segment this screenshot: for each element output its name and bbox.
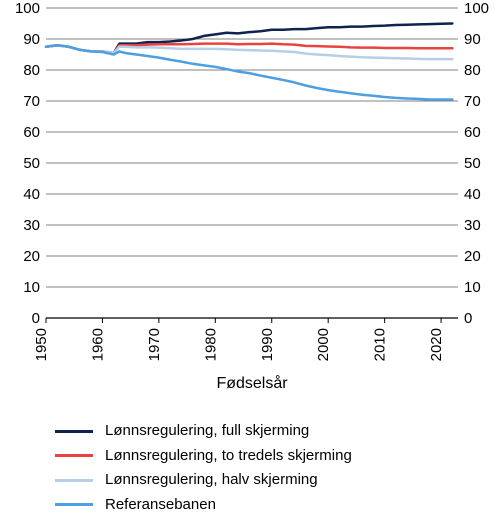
legend-swatch xyxy=(55,479,93,482)
x-tick: 1980 xyxy=(202,328,219,361)
y-tick-right: 10 xyxy=(464,279,481,296)
x-axis-label: Fødselsår xyxy=(216,374,288,392)
y-tick-left: 10 xyxy=(23,279,40,296)
y-tick-left: 50 xyxy=(23,155,40,172)
y-tick-right: 30 xyxy=(464,217,481,234)
y-tick-left: 80 xyxy=(23,62,40,79)
legend: Lønnsregulering, full skjerming Lønnsreg… xyxy=(55,420,352,518)
legend-swatch xyxy=(55,454,93,457)
legend-label: Lønnsregulering, halv skjerming xyxy=(105,469,318,492)
legend-label: Lønnsregulering, full skjerming xyxy=(105,420,309,443)
y-tick-right: 60 xyxy=(464,124,481,141)
y-tick-left: 60 xyxy=(23,124,40,141)
series-line xyxy=(46,45,452,99)
chart-svg: 0010102020303040405050606070708080909010… xyxy=(0,0,500,410)
x-tick: 2020 xyxy=(428,328,445,361)
y-tick-left: 100 xyxy=(15,0,40,17)
y-tick-right: 20 xyxy=(464,248,481,265)
x-tick: 1960 xyxy=(89,328,106,361)
y-tick-left: 40 xyxy=(23,186,40,203)
x-tick: 1970 xyxy=(146,328,163,361)
y-tick-left: 30 xyxy=(23,217,40,234)
y-tick-right: 80 xyxy=(464,62,481,79)
y-tick-left: 90 xyxy=(23,31,40,48)
legend-item: Lønnsregulering, full skjerming xyxy=(55,420,352,443)
y-tick-right: 100 xyxy=(464,0,489,17)
legend-swatch xyxy=(55,503,93,506)
legend-label: Lønnsregulering, to tredels skjerming xyxy=(105,445,352,468)
x-tick: 2000 xyxy=(315,328,332,361)
y-tick-left: 20 xyxy=(23,248,40,265)
x-tick: 1950 xyxy=(33,328,50,361)
y-tick-left: 0 xyxy=(32,310,40,327)
y-tick-right: 40 xyxy=(464,186,481,203)
line-chart: 0010102020303040405050606070708080909010… xyxy=(0,0,500,518)
legend-label: Referansebanen xyxy=(105,494,216,517)
y-tick-right: 90 xyxy=(464,31,481,48)
x-tick: 1990 xyxy=(259,328,276,361)
y-tick-right: 0 xyxy=(464,310,472,327)
legend-item: Lønnsregulering, halv skjerming xyxy=(55,469,352,492)
x-tick: 2010 xyxy=(372,328,389,361)
y-tick-right: 70 xyxy=(464,93,481,110)
y-tick-right: 50 xyxy=(464,155,481,172)
legend-swatch xyxy=(55,430,93,433)
y-tick-left: 70 xyxy=(23,93,40,110)
legend-item: Referansebanen xyxy=(55,494,352,517)
legend-item: Lønnsregulering, to tredels skjerming xyxy=(55,445,352,468)
